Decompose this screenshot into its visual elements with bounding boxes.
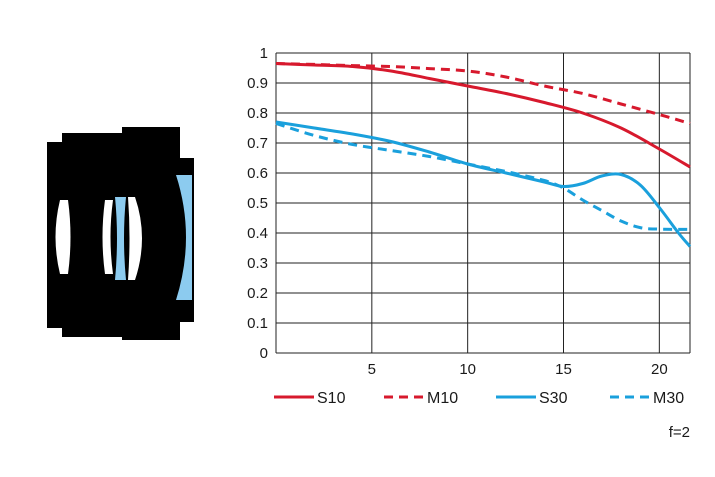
y-tick-label: 0 (260, 345, 268, 362)
y-tick-label: 0.1 (247, 315, 268, 332)
lens-element-middle-blue (115, 197, 126, 280)
legend-label-m10: M10 (427, 390, 458, 407)
y-tick-label: 0.6 (247, 165, 268, 182)
aperture-annotation: f=2 (669, 424, 690, 441)
lens-element-middle-left (102, 200, 113, 274)
y-tick-label: 0.2 (247, 285, 268, 302)
x-tick-label: 15 (555, 361, 572, 378)
x-tick-label: 5 (368, 361, 376, 378)
legend-label-s30: S30 (539, 390, 568, 407)
y-tick-label: 0.7 (247, 135, 268, 152)
series-line-m30 (275, 122, 691, 231)
y-tick-label: 0.4 (247, 225, 268, 242)
chart-grid (275, 52, 691, 354)
lens-element-front (55, 200, 71, 274)
lens-diagram (47, 127, 194, 340)
mtf-chart: 0 0.1 0.2 0.3 0.4 0.5 0.6 0.7 0.8 0.9 1 5 10 15 20 S1… (247, 45, 692, 441)
y-axis-ticks: 0 0.1 0.2 0.3 0.4 0.5 0.6 0.7 0.8 0.9 1 (247, 45, 268, 362)
legend-label-m30: M30 (653, 390, 684, 407)
x-tick-label: 10 (459, 361, 476, 378)
lens-element-middle-clear (128, 197, 142, 280)
x-tick-label: 20 (651, 361, 668, 378)
series-line-m10 (275, 62, 691, 125)
y-tick-label: 0.9 (247, 75, 268, 92)
legend-label-s10: S10 (317, 390, 346, 407)
y-tick-label: 0.3 (247, 255, 268, 272)
series-line-s10 (275, 62, 691, 169)
y-tick-label: 0.8 (247, 105, 268, 122)
x-axis-ticks: 5 10 15 20 (368, 361, 668, 378)
chart-legend: S10 M10 S30 M30 (274, 390, 684, 407)
y-tick-label: 0.5 (247, 195, 268, 212)
lens-element-rear-blue (176, 175, 192, 300)
series-lines (275, 62, 692, 248)
y-tick-label: 1 (260, 45, 268, 62)
